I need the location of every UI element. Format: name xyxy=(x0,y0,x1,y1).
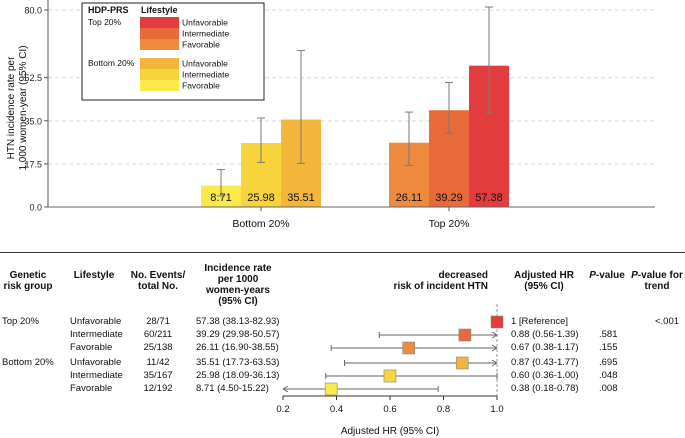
legend-swatch xyxy=(140,39,179,50)
header-events: No. Events/ total No. xyxy=(130,270,186,292)
header-direction-line1: decreased xyxy=(438,270,488,281)
row-events: 60/211 xyxy=(143,329,173,340)
forest-x-tick-label: 0.6 xyxy=(383,404,396,415)
legend-entry-label: Favorable xyxy=(182,40,220,50)
y-axis-label: HTN incidence rate per1,000 women-year (… xyxy=(6,45,29,170)
forest-ci-arrow-right xyxy=(491,331,498,339)
forest-point xyxy=(455,356,469,370)
forest-ci-arrow-left xyxy=(282,385,289,393)
forest-point xyxy=(402,341,416,355)
row-incidence: 57.38 (38.13-82.93) xyxy=(196,316,280,327)
row-p-value: .048 xyxy=(599,370,618,381)
legend-entry-label: Intermediate xyxy=(182,70,230,80)
row-lifestyle: Favorable xyxy=(70,383,113,394)
row-events: 28/71 xyxy=(146,316,170,327)
row-adjusted-hr: 0.38 (0.18-0.78) xyxy=(511,383,579,394)
row-lifestyle: Unfavorable xyxy=(70,316,122,327)
bar-value-label: 57.38 xyxy=(475,192,503,204)
forest-x-tick-label: 0.4 xyxy=(330,404,343,415)
row-events: 35/167 xyxy=(143,370,173,381)
row-events: 12/192 xyxy=(143,383,173,394)
y-tick-label: 80.0 xyxy=(24,6,42,16)
legend-group-label: Bottom 20% xyxy=(88,58,135,68)
legend-swatch xyxy=(140,28,179,39)
legend-entry-label: Unfavorable xyxy=(182,18,228,28)
x-tick-label: Top 20% xyxy=(429,218,470,230)
forest-x-tick-label: 0.2 xyxy=(276,404,289,415)
row-adjusted-hr: 0.67 (0.38-1.17) xyxy=(511,342,579,353)
legend-entry-label: Unfavorable xyxy=(182,59,228,69)
panel-divider xyxy=(0,252,685,253)
row-incidence: 25.98 (18.09-36.13) xyxy=(196,370,280,381)
legend-entry-label: Favorable xyxy=(182,81,220,91)
legend-swatch xyxy=(140,69,179,80)
y-axis-label-line2: 1,000 women-year (95% CI) xyxy=(18,45,29,170)
forest-x-tick-label: 1.0 xyxy=(490,404,503,415)
row-p-value: .155 xyxy=(599,342,618,353)
header-genetic-risk-group: Genetic risk group xyxy=(3,270,53,292)
forest-ci-arrow-right xyxy=(491,344,498,352)
y-axis-label-line1: HTN incidence rate per xyxy=(6,56,17,159)
x-tick-label: Bottom 20% xyxy=(232,218,289,230)
header-lifestyle: Lifestyle xyxy=(73,270,115,281)
bar-value-label: 25.98 xyxy=(247,192,275,204)
header-adjusted-hr: Adjusted HR (95% CI) xyxy=(514,270,574,292)
forest-ci-arrow-right xyxy=(491,359,498,367)
legend-swatch xyxy=(140,58,179,69)
forest-point xyxy=(383,369,397,383)
row-lifestyle: Unfavorable xyxy=(70,357,122,368)
row-adjusted-hr: 0.87 (0.43-1.77) xyxy=(511,357,579,368)
row-lifestyle: Intermediate xyxy=(70,370,123,381)
row-p-trend: <.001 xyxy=(655,316,680,327)
row-p-value: .695 xyxy=(599,357,618,368)
row-events: 11/42 xyxy=(146,357,170,368)
legend-title-group: HDP-PRS xyxy=(88,5,129,15)
forest-plot: 0.2 0.4 0.6 0.8 1.0 Adjusted HR (95% CI) xyxy=(276,304,504,437)
header-incidence: Incidence rate per 1000 women-years (95%… xyxy=(204,263,272,307)
y-tick-label: 52.5 xyxy=(24,73,42,83)
header-trend-italic: P xyxy=(631,270,638,281)
y-tick-label: 35.0 xyxy=(24,116,42,126)
bar-chart: 0.0 17.5 35.0 52.5 80.0 8.71 25.98 35.51 26.11 3… xyxy=(6,0,655,230)
row-p-value: .581 xyxy=(599,329,618,340)
bar-value-label: 8.71 xyxy=(210,192,231,204)
row-lifestyle: Favorable xyxy=(70,342,113,353)
row-p-value: .008 xyxy=(599,383,618,394)
legend-swatch xyxy=(140,17,179,28)
header-trend-suffix: -value for trend xyxy=(637,270,683,292)
header-direction-line2: risk of incident HTN xyxy=(393,281,488,292)
bar-value-label: 35.51 xyxy=(287,192,315,204)
header-p-value: P-value xyxy=(586,270,628,281)
y-tick-label: 17.5 xyxy=(24,159,42,169)
row-group-label: Bottom 20% xyxy=(2,357,54,368)
legend-group-label: Top 20% xyxy=(88,17,122,27)
legend-title-lifestyle: Lifestyle xyxy=(141,5,178,15)
header-p-italic: P xyxy=(589,270,596,281)
y-tick-label: 0.0 xyxy=(29,203,42,213)
forest-x-axis-label: Adjusted HR (95% CI) xyxy=(341,426,439,437)
forest-point xyxy=(490,315,504,329)
forest-point xyxy=(458,328,472,342)
row-lifestyle: Intermediate xyxy=(70,329,123,340)
row-incidence: 35.51 (17.73-63.53) xyxy=(196,357,280,368)
header-p-trend: P-value for trend xyxy=(630,270,684,292)
forest-x-tick-label: 0.8 xyxy=(437,404,450,415)
row-adjusted-hr: 1 [Reference] xyxy=(511,316,569,327)
header-p-suffix: -value xyxy=(595,270,625,281)
row-adjusted-hr: 0.88 (0.56-1.39) xyxy=(511,329,579,340)
row-events: 25/138 xyxy=(143,342,173,353)
forest-point xyxy=(324,382,338,396)
legend-swatch xyxy=(140,80,179,91)
bar-value-label: 26.11 xyxy=(396,192,423,204)
row-incidence: 26.11 (16.90-38.55) xyxy=(196,342,279,353)
row-incidence: 8.71 (4.50-15.22) xyxy=(196,383,269,394)
row-adjusted-hr: 0.60 (0.36-1.00) xyxy=(511,370,579,381)
legend-entry-label: Intermediate xyxy=(182,29,230,39)
row-incidence: 39.29 (29.98-50.57) xyxy=(196,329,280,340)
bar-value-label: 39.29 xyxy=(435,192,463,204)
row-group-label: Top 20% xyxy=(2,316,39,327)
